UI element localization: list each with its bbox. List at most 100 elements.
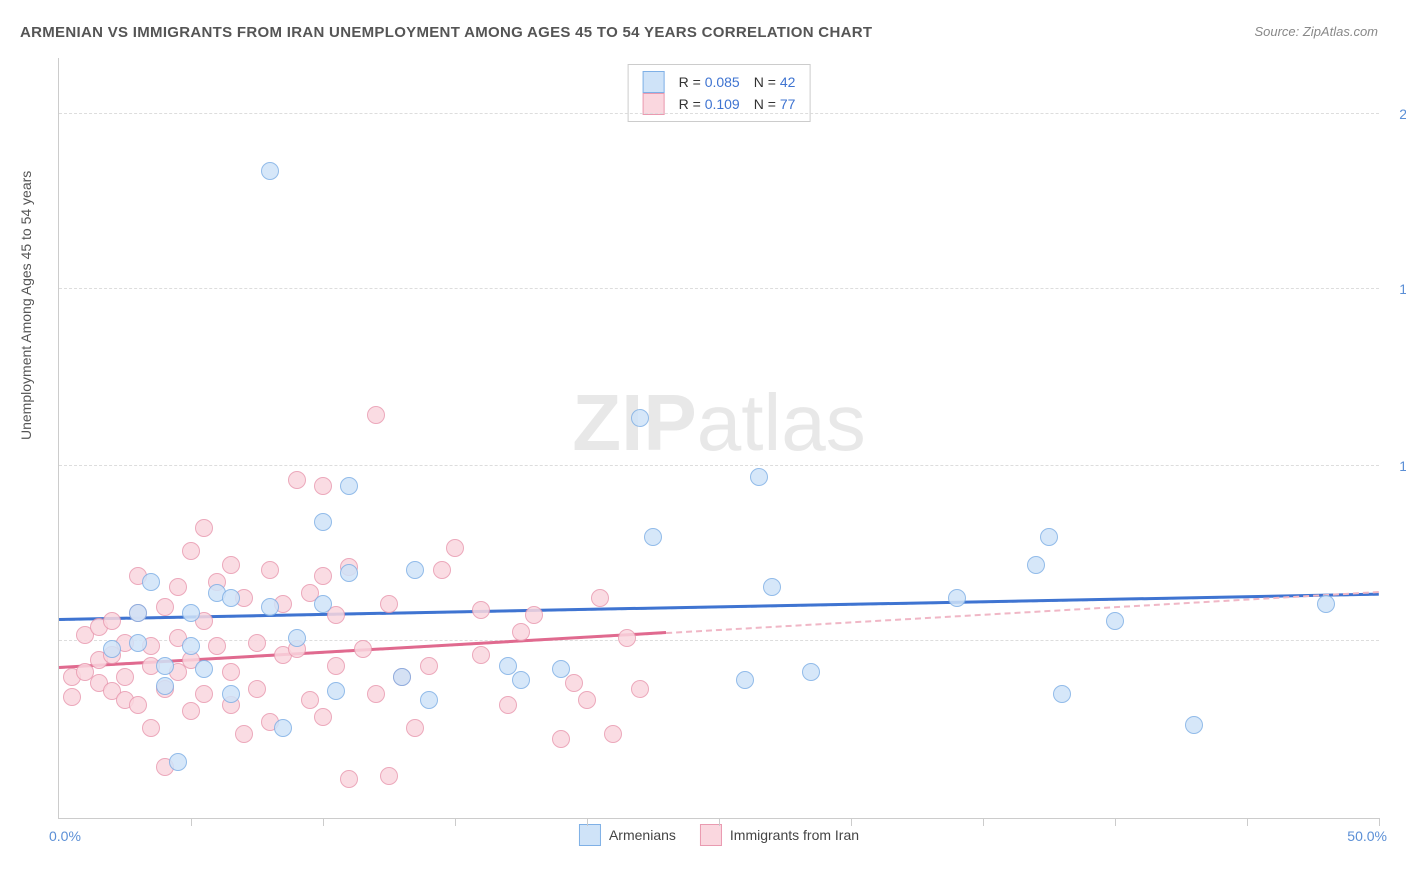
x-tick <box>1247 818 1248 826</box>
data-point <box>222 685 240 703</box>
data-point <box>802 663 820 681</box>
legend-series: Armenians Immigrants from Iran <box>579 824 859 846</box>
data-point <box>433 561 451 579</box>
watermark-light: atlas <box>697 378 866 467</box>
data-point <box>340 564 358 582</box>
data-point <box>169 753 187 771</box>
y-tick-label: 18.8% <box>1387 281 1406 297</box>
data-point <box>512 623 530 641</box>
data-point <box>222 556 240 574</box>
legend-n-label: N = <box>754 96 776 112</box>
legend-n-value-1: 77 <box>780 96 796 112</box>
data-point <box>736 671 754 689</box>
data-point <box>552 730 570 748</box>
data-point <box>222 663 240 681</box>
data-point <box>222 589 240 607</box>
x-tick <box>323 818 324 826</box>
data-point <box>406 719 424 737</box>
data-point <box>1040 528 1058 546</box>
data-point <box>314 567 332 585</box>
data-point <box>156 677 174 695</box>
data-point <box>314 477 332 495</box>
x-tick <box>719 818 720 826</box>
data-point <box>195 660 213 678</box>
data-point <box>182 604 200 622</box>
data-point <box>644 528 662 546</box>
legend-n-value-0: 42 <box>780 74 796 90</box>
data-point <box>63 688 81 706</box>
y-tick-label: 12.5% <box>1387 458 1406 474</box>
data-point <box>420 657 438 675</box>
y-tick-label: 6.3% <box>1387 633 1406 649</box>
legend-item: Armenians <box>579 824 676 846</box>
data-point <box>340 770 358 788</box>
data-point <box>182 637 200 655</box>
data-point <box>301 691 319 709</box>
grid-line <box>59 288 1379 289</box>
x-tick <box>1379 818 1380 826</box>
grid-line <box>59 113 1379 114</box>
data-point <box>499 696 517 714</box>
data-point <box>248 680 266 698</box>
data-point <box>142 573 160 591</box>
plot-area: ZIPatlas R = 0.085 N = 42 R = 0.109 N = … <box>58 58 1379 819</box>
data-point <box>116 668 134 686</box>
legend-row: R = 0.085 N = 42 <box>643 71 796 93</box>
legend-label-armenians: Armenians <box>609 827 676 843</box>
data-point <box>591 589 609 607</box>
data-point <box>314 595 332 613</box>
y-axis-label: Unemployment Among Ages 45 to 54 years <box>18 171 34 440</box>
legend-swatch-iran <box>643 93 665 115</box>
data-point <box>406 561 424 579</box>
x-min-label: 0.0% <box>49 828 81 844</box>
data-point <box>512 671 530 689</box>
data-point <box>129 604 147 622</box>
data-point <box>578 691 596 709</box>
data-point <box>261 561 279 579</box>
data-point <box>195 685 213 703</box>
data-point <box>169 578 187 596</box>
data-point <box>525 606 543 624</box>
data-point <box>354 640 372 658</box>
x-tick <box>191 818 192 826</box>
legend-r-label: R = <box>679 74 701 90</box>
data-point <box>182 702 200 720</box>
data-point <box>552 660 570 678</box>
data-point <box>393 668 411 686</box>
data-point <box>156 657 174 675</box>
x-max-label: 50.0% <box>1347 828 1387 844</box>
data-point <box>261 598 279 616</box>
data-point <box>327 657 345 675</box>
data-point <box>472 601 490 619</box>
data-point <box>129 696 147 714</box>
data-point <box>314 708 332 726</box>
x-tick <box>1115 818 1116 826</box>
data-point <box>182 542 200 560</box>
legend-r-label: R = <box>679 96 701 112</box>
legend-r-value-0: 0.085 <box>705 74 740 90</box>
data-point <box>1106 612 1124 630</box>
data-point <box>618 629 636 647</box>
data-point <box>367 685 385 703</box>
data-point <box>156 598 174 616</box>
x-tick <box>455 818 456 826</box>
data-point <box>948 589 966 607</box>
legend-item: Immigrants from Iran <box>700 824 859 846</box>
data-point <box>750 468 768 486</box>
grid-line <box>59 465 1379 466</box>
x-tick <box>587 818 588 826</box>
data-point <box>380 595 398 613</box>
source-attribution: Source: ZipAtlas.com <box>1254 24 1378 39</box>
legend-n-label: N = <box>754 74 776 90</box>
legend-swatch-iran <box>700 824 722 846</box>
data-point <box>367 406 385 424</box>
chart-title: ARMENIAN VS IMMIGRANTS FROM IRAN UNEMPLO… <box>20 24 872 41</box>
legend-row: R = 0.109 N = 77 <box>643 93 796 115</box>
data-point <box>380 767 398 785</box>
data-point <box>261 162 279 180</box>
data-point <box>327 682 345 700</box>
x-tick <box>983 818 984 826</box>
data-point <box>142 719 160 737</box>
data-point <box>288 471 306 489</box>
data-point <box>1027 556 1045 574</box>
